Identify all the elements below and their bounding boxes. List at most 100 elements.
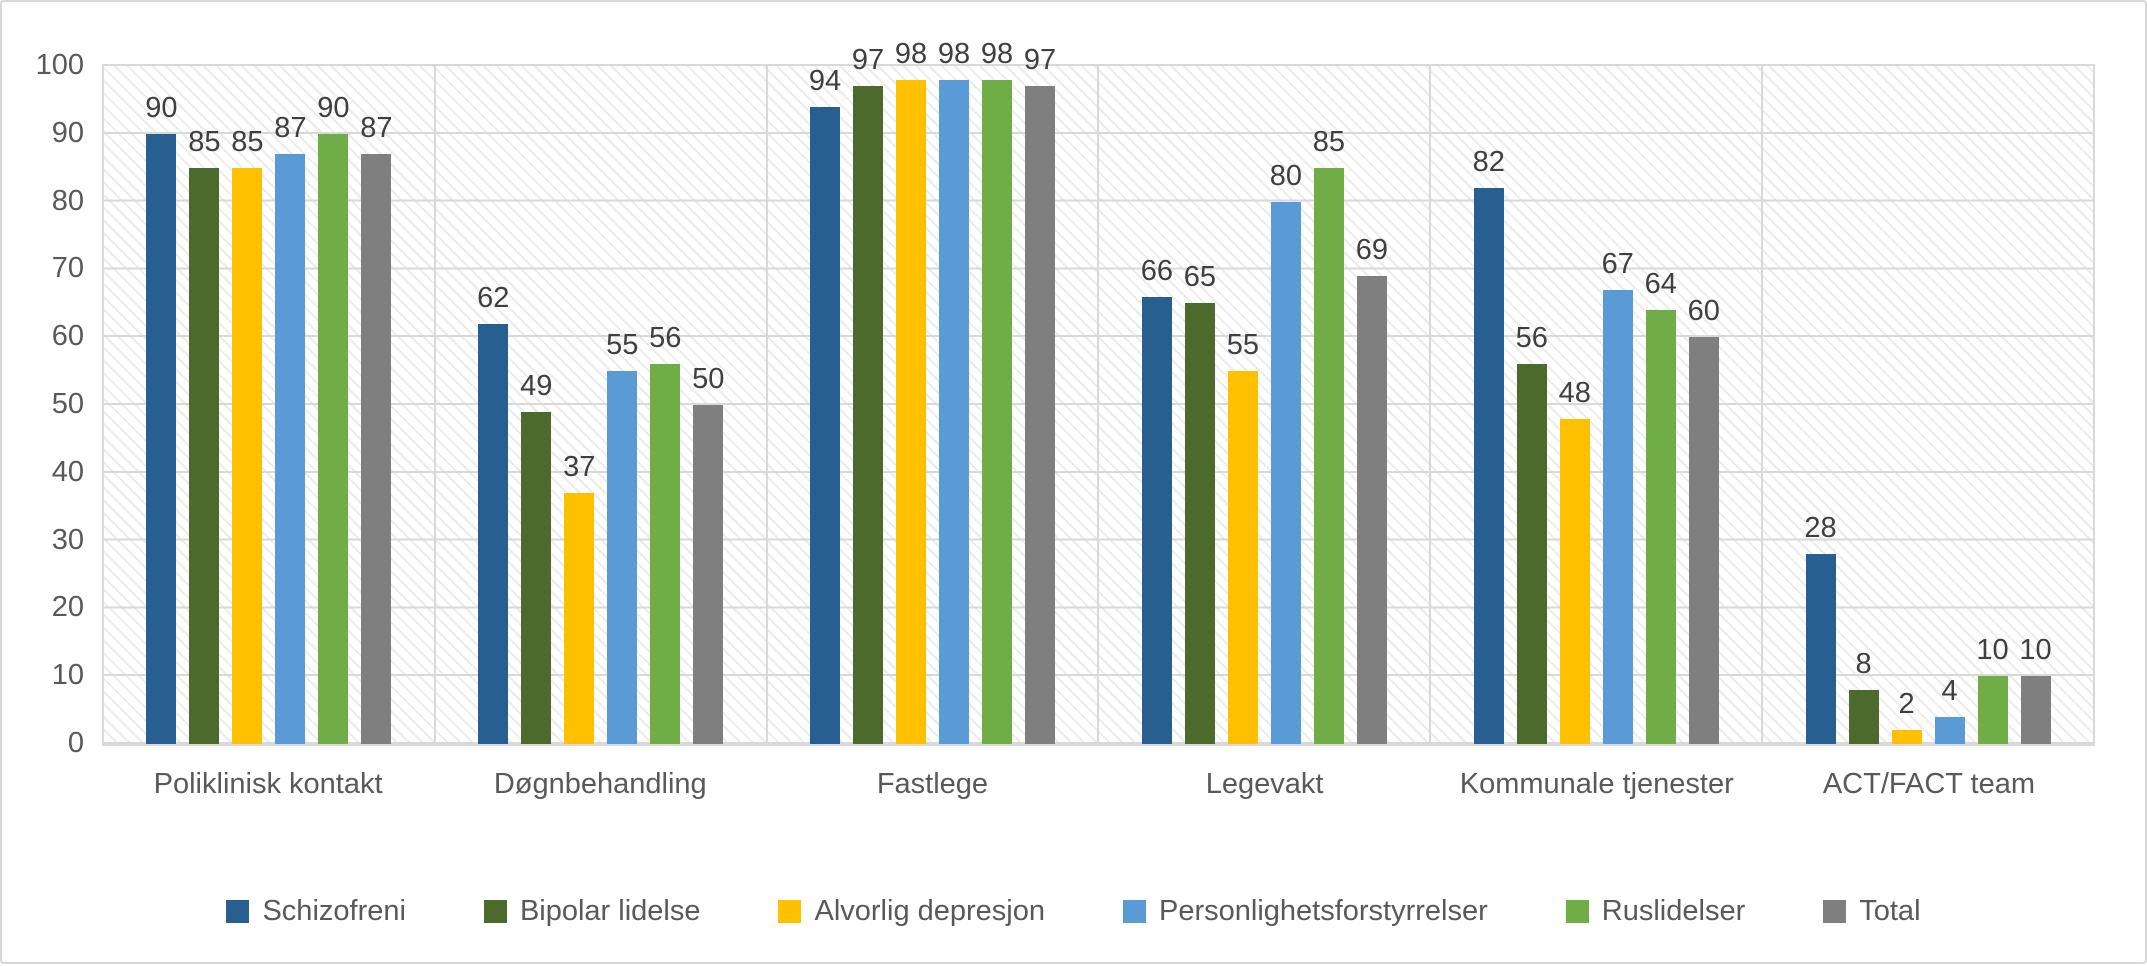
- legend-swatch-icon: [1823, 900, 1847, 923]
- legend-swatch-icon: [1565, 900, 1589, 923]
- bar-value-label: 85: [231, 125, 264, 158]
- bar: 64: [1645, 270, 1677, 744]
- bar-groups: 90 85 85 87 90 87 62 49 37 55 56 50 94 97 98 98 98 97 66 65…: [104, 39, 2093, 744]
- category-label: Fastlege: [876, 768, 989, 800]
- bar: 97: [852, 46, 884, 744]
- category-label: Døgnbehandling: [493, 768, 707, 800]
- bar: 80: [1270, 161, 1302, 744]
- bar-value-label: 80: [1269, 159, 1303, 192]
- bar-value-label: 82: [1472, 146, 1505, 179]
- bar: 2: [1891, 690, 1922, 744]
- bar-value-label: 85: [188, 125, 221, 158]
- y-axis-tick-label: 30: [51, 523, 84, 556]
- legend-label: Schizofreni: [262, 895, 406, 927]
- bar: 94: [809, 66, 841, 744]
- legend-label: Alvorlig depresjon: [814, 895, 1045, 927]
- bar-value-label: 97: [851, 44, 885, 77]
- bar: 37: [563, 453, 595, 744]
- bar: 97: [1024, 46, 1056, 744]
- bar-value-label: 66: [1140, 254, 1174, 287]
- bar-value-label: 87: [274, 112, 307, 145]
- bar-value-label: 49: [520, 369, 553, 402]
- legend-item: Ruslidelser: [1565, 895, 1746, 928]
- y-axis-tick-label: 90: [51, 116, 84, 149]
- bar: 56: [649, 324, 681, 744]
- bar-value-label: 69: [1355, 234, 1389, 267]
- y-axis-tick-label: 60: [51, 320, 84, 353]
- y-axis-tick-label: 70: [51, 252, 84, 285]
- plot-area: 90 85 85 87 90 87 62 49 37 55 56 50 94 97 98 98 98 97 66 65…: [102, 39, 2095, 746]
- category-group: 94 97 98 98 98 97: [768, 39, 1100, 744]
- legend-item: Total: [1823, 895, 1921, 928]
- bar-value-label: 98: [980, 37, 1014, 70]
- bar: 10: [2019, 636, 2052, 744]
- bar: 65: [1184, 263, 1216, 744]
- bar-value-label: 65: [1183, 261, 1217, 294]
- x-axis-category-labels: Poliklinisk kontakt Døgnbehandling Fastleg…: [102, 768, 2095, 801]
- bar-value-label: 94: [808, 64, 842, 97]
- bar: 60: [1688, 297, 1720, 744]
- legend-item: Personlighetsforstyrrelser: [1123, 895, 1488, 928]
- bar-value-label: 60: [1687, 295, 1720, 328]
- bar-value-label: 87: [360, 112, 393, 145]
- bar: 98: [938, 39, 970, 744]
- legend-swatch-icon: [226, 900, 250, 923]
- bar-value-label: 55: [606, 329, 639, 362]
- legend-label: Personlighetsforstyrrelser: [1159, 895, 1488, 927]
- bar-value-label: 56: [1515, 322, 1548, 355]
- bar: 85: [1313, 127, 1345, 744]
- category-group: 90 85 85 87 90 87: [104, 66, 436, 744]
- bar: 66: [1141, 256, 1173, 744]
- bar-value-label: 85: [1312, 125, 1346, 158]
- bar-value-label: 4: [1941, 674, 1958, 707]
- bar: 50: [692, 365, 724, 744]
- bar: 69: [1356, 236, 1388, 744]
- bar-value-label: 90: [145, 91, 178, 124]
- bar-value-label: 10: [2019, 634, 2052, 667]
- legend: Schizofreni Bipolar lidelse Alvorlig depre…: [2, 895, 2145, 928]
- bar-value-label: 28: [1804, 512, 1837, 545]
- y-axis-tick-label: 50: [51, 388, 84, 420]
- bar-value-label: 64: [1644, 268, 1677, 301]
- bar: 62: [477, 283, 509, 744]
- category-group: 28 8 2 4 10 10: [1763, 66, 2093, 744]
- legend-label: Ruslidelser: [1601, 895, 1746, 927]
- bar-value-label: 37: [563, 451, 596, 484]
- bar: 10: [1976, 636, 2009, 744]
- bar-value-label: 10: [1976, 634, 2009, 667]
- y-axis-tick-label: 10: [51, 659, 84, 692]
- bar: 48: [1559, 378, 1591, 744]
- legend-label: Bipolar lidelse: [519, 895, 701, 927]
- bar: 8: [1848, 649, 1879, 744]
- bar-value-label: 62: [477, 281, 510, 314]
- bar-value-label: 55: [1226, 329, 1260, 362]
- y-axis: 0 10 20 30 40 50 60 70 80 90 100: [2, 2, 84, 966]
- bar-value-label: 90: [317, 91, 350, 124]
- bar-value-label: 56: [649, 322, 682, 355]
- legend-label: Total: [1859, 895, 1921, 927]
- bar-value-label: 2: [1898, 688, 1915, 721]
- bar-value-label: 50: [692, 363, 725, 395]
- bar: 49: [520, 371, 552, 744]
- bar: 98: [895, 39, 927, 744]
- bar: 90: [317, 93, 350, 744]
- bar-value-label: 48: [1558, 376, 1591, 409]
- legend-item: Bipolar lidelse: [483, 895, 701, 928]
- bar-value-label: 97: [1023, 44, 1057, 77]
- legend-item: Alvorlig depresjon: [778, 895, 1045, 928]
- bar: 28: [1804, 514, 1837, 744]
- bar: 67: [1602, 249, 1634, 744]
- bar: 85: [188, 127, 221, 744]
- bar: 4: [1934, 676, 1965, 744]
- legend-swatch-icon: [483, 900, 507, 923]
- bar: 55: [606, 331, 638, 744]
- category-group: 62 49 37 55 56 50: [436, 66, 768, 744]
- bar: 87: [360, 114, 393, 744]
- bar: 82: [1473, 148, 1505, 744]
- bar: 98: [981, 39, 1013, 744]
- category-label: Legevakt: [1205, 768, 1324, 800]
- y-axis-tick-label: 40: [51, 455, 84, 488]
- category-group: 66 65 55 80 85 69: [1099, 66, 1432, 744]
- y-axis-tick-label: 20: [51, 591, 84, 624]
